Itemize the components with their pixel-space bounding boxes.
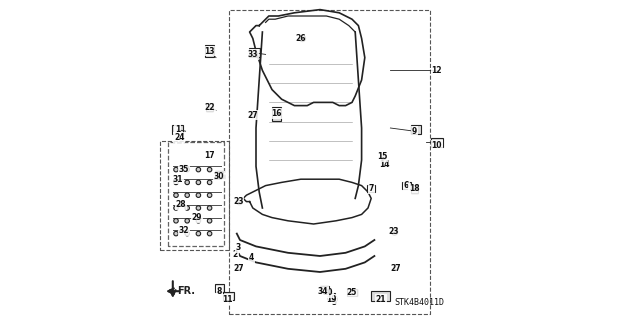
Circle shape xyxy=(174,167,178,172)
Circle shape xyxy=(300,35,306,42)
Text: 35: 35 xyxy=(179,165,189,174)
FancyBboxPatch shape xyxy=(172,125,183,134)
Circle shape xyxy=(392,229,398,235)
Text: 26: 26 xyxy=(296,34,306,43)
Text: STK4B4011D: STK4B4011D xyxy=(395,298,445,307)
FancyBboxPatch shape xyxy=(215,171,223,178)
Text: 9: 9 xyxy=(412,127,417,136)
Text: 30: 30 xyxy=(214,172,225,180)
Text: 23: 23 xyxy=(233,197,244,206)
Text: 14: 14 xyxy=(379,160,389,169)
Circle shape xyxy=(207,231,212,236)
Text: 21: 21 xyxy=(376,295,386,304)
Text: 1: 1 xyxy=(175,125,180,134)
Text: 5: 5 xyxy=(332,298,337,307)
Circle shape xyxy=(207,206,212,210)
Text: 24: 24 xyxy=(174,133,184,142)
FancyBboxPatch shape xyxy=(205,45,214,58)
Circle shape xyxy=(394,265,399,270)
FancyBboxPatch shape xyxy=(272,107,282,121)
Bar xyxy=(160,141,229,250)
Text: 25: 25 xyxy=(347,288,357,297)
Text: 10: 10 xyxy=(431,141,442,150)
Circle shape xyxy=(380,154,387,160)
Circle shape xyxy=(326,289,331,294)
Circle shape xyxy=(196,193,201,197)
FancyBboxPatch shape xyxy=(411,185,419,193)
Text: 17: 17 xyxy=(204,151,215,160)
FancyBboxPatch shape xyxy=(347,289,357,296)
Text: 13: 13 xyxy=(204,47,215,56)
FancyBboxPatch shape xyxy=(249,48,260,58)
Text: 3: 3 xyxy=(236,244,241,252)
FancyBboxPatch shape xyxy=(327,293,335,299)
Circle shape xyxy=(207,219,212,223)
Circle shape xyxy=(196,167,201,172)
FancyBboxPatch shape xyxy=(367,185,375,192)
Text: 29: 29 xyxy=(191,213,202,222)
FancyBboxPatch shape xyxy=(411,125,421,134)
Circle shape xyxy=(237,265,242,270)
Circle shape xyxy=(174,206,178,210)
Circle shape xyxy=(174,180,178,185)
Text: 34: 34 xyxy=(318,287,328,296)
Circle shape xyxy=(174,219,178,223)
Text: 18: 18 xyxy=(409,184,420,193)
Circle shape xyxy=(250,113,255,118)
Circle shape xyxy=(185,219,189,223)
Text: 20: 20 xyxy=(323,288,333,297)
FancyBboxPatch shape xyxy=(371,291,390,301)
FancyBboxPatch shape xyxy=(214,284,224,292)
Circle shape xyxy=(185,167,189,172)
Text: 4: 4 xyxy=(248,253,254,262)
Text: 33: 33 xyxy=(248,50,258,59)
Text: 19: 19 xyxy=(326,295,337,304)
Circle shape xyxy=(185,180,189,185)
Circle shape xyxy=(236,198,243,205)
Text: 27: 27 xyxy=(233,264,244,273)
Text: 8: 8 xyxy=(216,287,222,296)
FancyBboxPatch shape xyxy=(431,138,443,147)
FancyBboxPatch shape xyxy=(206,103,213,111)
FancyBboxPatch shape xyxy=(319,286,329,293)
Circle shape xyxy=(196,219,201,223)
Text: 28: 28 xyxy=(175,200,186,209)
Circle shape xyxy=(207,167,212,172)
Circle shape xyxy=(332,296,337,302)
Circle shape xyxy=(196,206,201,210)
Bar xyxy=(229,10,430,314)
Circle shape xyxy=(185,193,189,197)
Text: 15: 15 xyxy=(377,152,388,161)
Text: 22: 22 xyxy=(204,103,215,112)
Circle shape xyxy=(182,165,188,171)
Circle shape xyxy=(174,231,178,236)
Circle shape xyxy=(207,180,212,185)
Text: 2: 2 xyxy=(232,250,238,259)
Circle shape xyxy=(196,231,201,236)
Text: 6: 6 xyxy=(404,181,409,190)
Circle shape xyxy=(185,206,189,210)
Text: 12: 12 xyxy=(431,66,442,75)
Text: 23: 23 xyxy=(388,228,399,236)
Text: 11: 11 xyxy=(222,295,232,304)
Text: 31: 31 xyxy=(172,175,183,184)
FancyBboxPatch shape xyxy=(403,182,411,189)
Text: 16: 16 xyxy=(271,109,282,118)
Circle shape xyxy=(382,160,388,166)
Text: FR.: FR. xyxy=(178,286,196,296)
FancyBboxPatch shape xyxy=(223,292,234,300)
Text: 27: 27 xyxy=(390,264,401,273)
Circle shape xyxy=(196,180,201,185)
Text: 32: 32 xyxy=(179,226,189,235)
Circle shape xyxy=(174,193,178,197)
Circle shape xyxy=(207,193,212,197)
Text: 27: 27 xyxy=(248,111,258,120)
Circle shape xyxy=(185,231,189,236)
Text: 7: 7 xyxy=(369,184,374,193)
